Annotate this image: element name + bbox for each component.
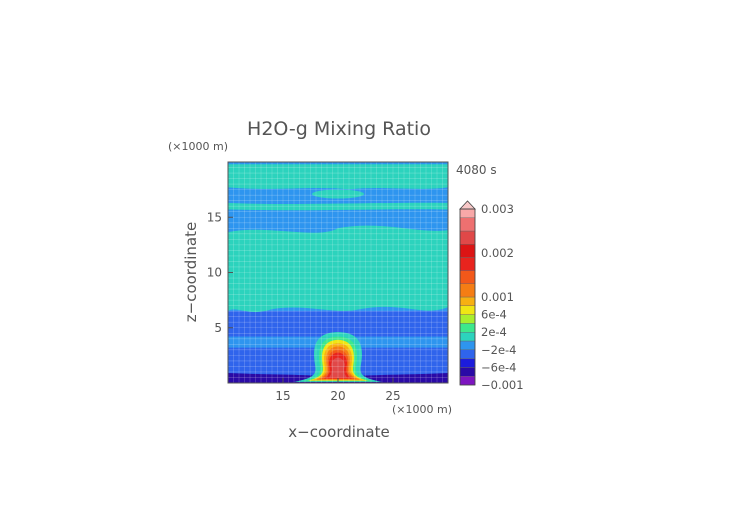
colorbar-tick-label: −6e-4: [481, 360, 517, 374]
y-axis-label: z−coordinate: [182, 222, 200, 322]
y-tick-label: 10: [207, 266, 222, 280]
x-tick-label: 20: [330, 389, 345, 403]
colorbar-segment: [459, 367, 476, 377]
colorbar-segment: [459, 376, 476, 386]
colorbar-segment: [459, 314, 476, 324]
y-tick-label: 15: [207, 210, 222, 224]
colorbar-tick-label: −2e-4: [481, 343, 517, 357]
x-unit-label: (×1000 m): [392, 403, 452, 416]
colorbar-segment: [459, 283, 476, 298]
colorbar-segment: [459, 323, 476, 333]
colorbar: 0.003 0.002 0.001 6e-4 2e-4 −2e-4 −6e-4 −0.001: [459, 200, 524, 392]
colorbar-segment: [459, 230, 476, 245]
colorbar-tick-label: 0.003: [481, 202, 514, 216]
y-unit-label: (×1000 m): [168, 140, 228, 153]
colorbar-segment: [459, 257, 476, 271]
x-axis-ticks: 15 20 25: [275, 378, 401, 403]
colorbar-tick-label: −0.001: [481, 378, 524, 392]
colorbar-tick-label: 0.001: [481, 290, 514, 304]
moist-lens: [312, 189, 364, 199]
moist-region: [228, 164, 448, 190]
x-tick-label: 15: [275, 389, 290, 403]
colorbar-tick-label: 6e-4: [481, 308, 507, 322]
plume-contour: [329, 357, 347, 378]
colorbar-segment: [459, 217, 476, 232]
colorbar-segment: [459, 296, 476, 307]
colorbar-segment: [459, 349, 476, 359]
y-axis-ticks: 5 10 15: [207, 210, 233, 335]
colorbar-tick-label: 0.002: [481, 246, 514, 260]
time-label: 4080 s: [456, 163, 497, 177]
x-axis-label: x−coordinate: [288, 423, 389, 441]
colorbar-segment: [459, 332, 476, 342]
grid-lines: [228, 162, 448, 383]
colorbar-frame: [459, 208, 476, 386]
colorbar-segment: [459, 270, 476, 285]
x-tick-label: 25: [385, 389, 400, 403]
chart-title: H2O-g Mixing Ratio: [247, 118, 431, 140]
moist-region: [228, 202, 448, 211]
contour-field: [228, 162, 448, 383]
moist-region: [228, 225, 448, 313]
colorbar-segment: [459, 208, 476, 219]
colorbar-overflow-arrow: [459, 200, 476, 210]
colorbar-tick-label: 2e-4: [481, 325, 507, 339]
colorbar-segment: [459, 340, 476, 351]
y-tick-label: 5: [214, 321, 222, 335]
colorbar-segment: [459, 305, 476, 315]
colorbar-segment: [459, 243, 476, 258]
colorbar-segment: [459, 358, 476, 368]
